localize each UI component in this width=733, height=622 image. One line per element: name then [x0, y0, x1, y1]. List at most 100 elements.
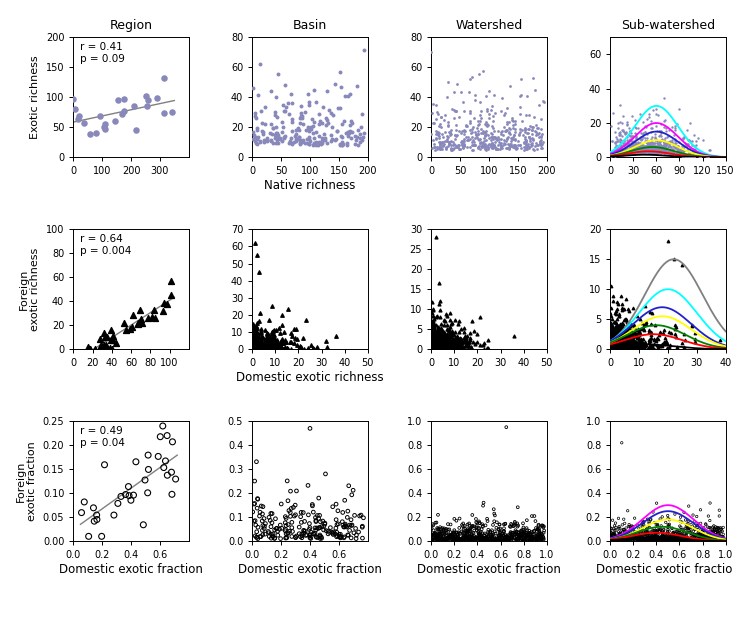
Point	[612, 341, 624, 351]
Point	[460, 333, 472, 343]
Point	[616, 119, 628, 129]
Point	[314, 522, 325, 532]
Point	[658, 141, 669, 151]
Point	[648, 147, 660, 157]
Point	[170, 474, 182, 484]
Point	[717, 535, 729, 545]
Point	[259, 344, 270, 354]
Point	[614, 533, 626, 543]
Point	[441, 320, 452, 330]
Point	[430, 343, 441, 353]
Point	[456, 140, 468, 150]
Point	[611, 341, 622, 351]
Point	[332, 506, 344, 516]
Point	[628, 142, 640, 152]
Point	[443, 137, 454, 147]
Point	[673, 147, 685, 157]
Point	[534, 138, 546, 148]
Point	[432, 334, 443, 344]
Point	[617, 339, 629, 349]
Point	[713, 536, 725, 545]
Point	[358, 128, 369, 138]
Point	[438, 340, 449, 350]
Point	[469, 90, 481, 100]
Point	[685, 151, 697, 160]
Point	[636, 147, 648, 157]
Point	[440, 142, 452, 152]
Point	[466, 137, 478, 147]
Point	[633, 144, 644, 154]
Point	[466, 532, 478, 542]
Point	[432, 533, 443, 543]
Point	[605, 337, 616, 347]
Point	[435, 535, 447, 545]
Point	[632, 343, 644, 353]
Point	[297, 135, 309, 145]
Point	[700, 534, 712, 544]
Point	[650, 109, 662, 119]
Point	[469, 127, 481, 137]
Point	[438, 341, 449, 351]
Point	[618, 339, 630, 349]
Point	[537, 534, 548, 544]
Point	[712, 523, 724, 533]
Point	[648, 524, 660, 534]
Point	[614, 338, 626, 348]
Point	[667, 527, 679, 537]
Point	[605, 151, 617, 161]
Point	[314, 119, 325, 129]
Point	[639, 344, 651, 354]
Point	[461, 526, 473, 536]
Point	[345, 133, 357, 143]
Point	[439, 342, 451, 352]
Point	[438, 340, 450, 350]
Point	[643, 337, 655, 347]
Point	[607, 338, 619, 348]
Point	[504, 117, 515, 127]
Point	[429, 321, 441, 331]
Point	[432, 338, 444, 348]
Point	[636, 147, 648, 157]
Point	[515, 532, 526, 542]
Point	[330, 134, 342, 144]
Point	[627, 111, 638, 121]
Point	[657, 531, 668, 541]
Point	[319, 518, 331, 528]
Point	[443, 342, 455, 352]
Point	[658, 142, 670, 152]
Point	[441, 93, 452, 103]
Point	[427, 341, 438, 351]
Point	[633, 343, 645, 353]
Point	[501, 126, 512, 136]
Point	[432, 333, 444, 343]
Point	[431, 340, 443, 350]
Point	[166, 276, 177, 286]
Point	[268, 330, 280, 340]
Point	[493, 524, 504, 534]
Point	[506, 113, 517, 123]
Point	[619, 147, 630, 157]
Point	[616, 340, 628, 350]
Point	[605, 536, 616, 545]
Point	[251, 343, 263, 353]
Point	[426, 333, 438, 343]
Point	[617, 125, 629, 135]
Point	[490, 529, 501, 539]
Point	[463, 534, 475, 544]
Point	[449, 106, 460, 116]
Point	[455, 334, 467, 344]
Point	[445, 332, 457, 342]
Point	[631, 146, 643, 156]
Point	[282, 304, 294, 314]
Point	[605, 343, 616, 353]
Point	[645, 515, 657, 525]
Point	[701, 535, 713, 545]
Point	[674, 536, 686, 545]
Point	[611, 534, 622, 544]
Point	[699, 526, 710, 536]
Point	[331, 515, 342, 525]
Point	[668, 141, 680, 151]
Point	[704, 527, 715, 537]
Point	[608, 336, 620, 346]
Point	[251, 344, 262, 354]
